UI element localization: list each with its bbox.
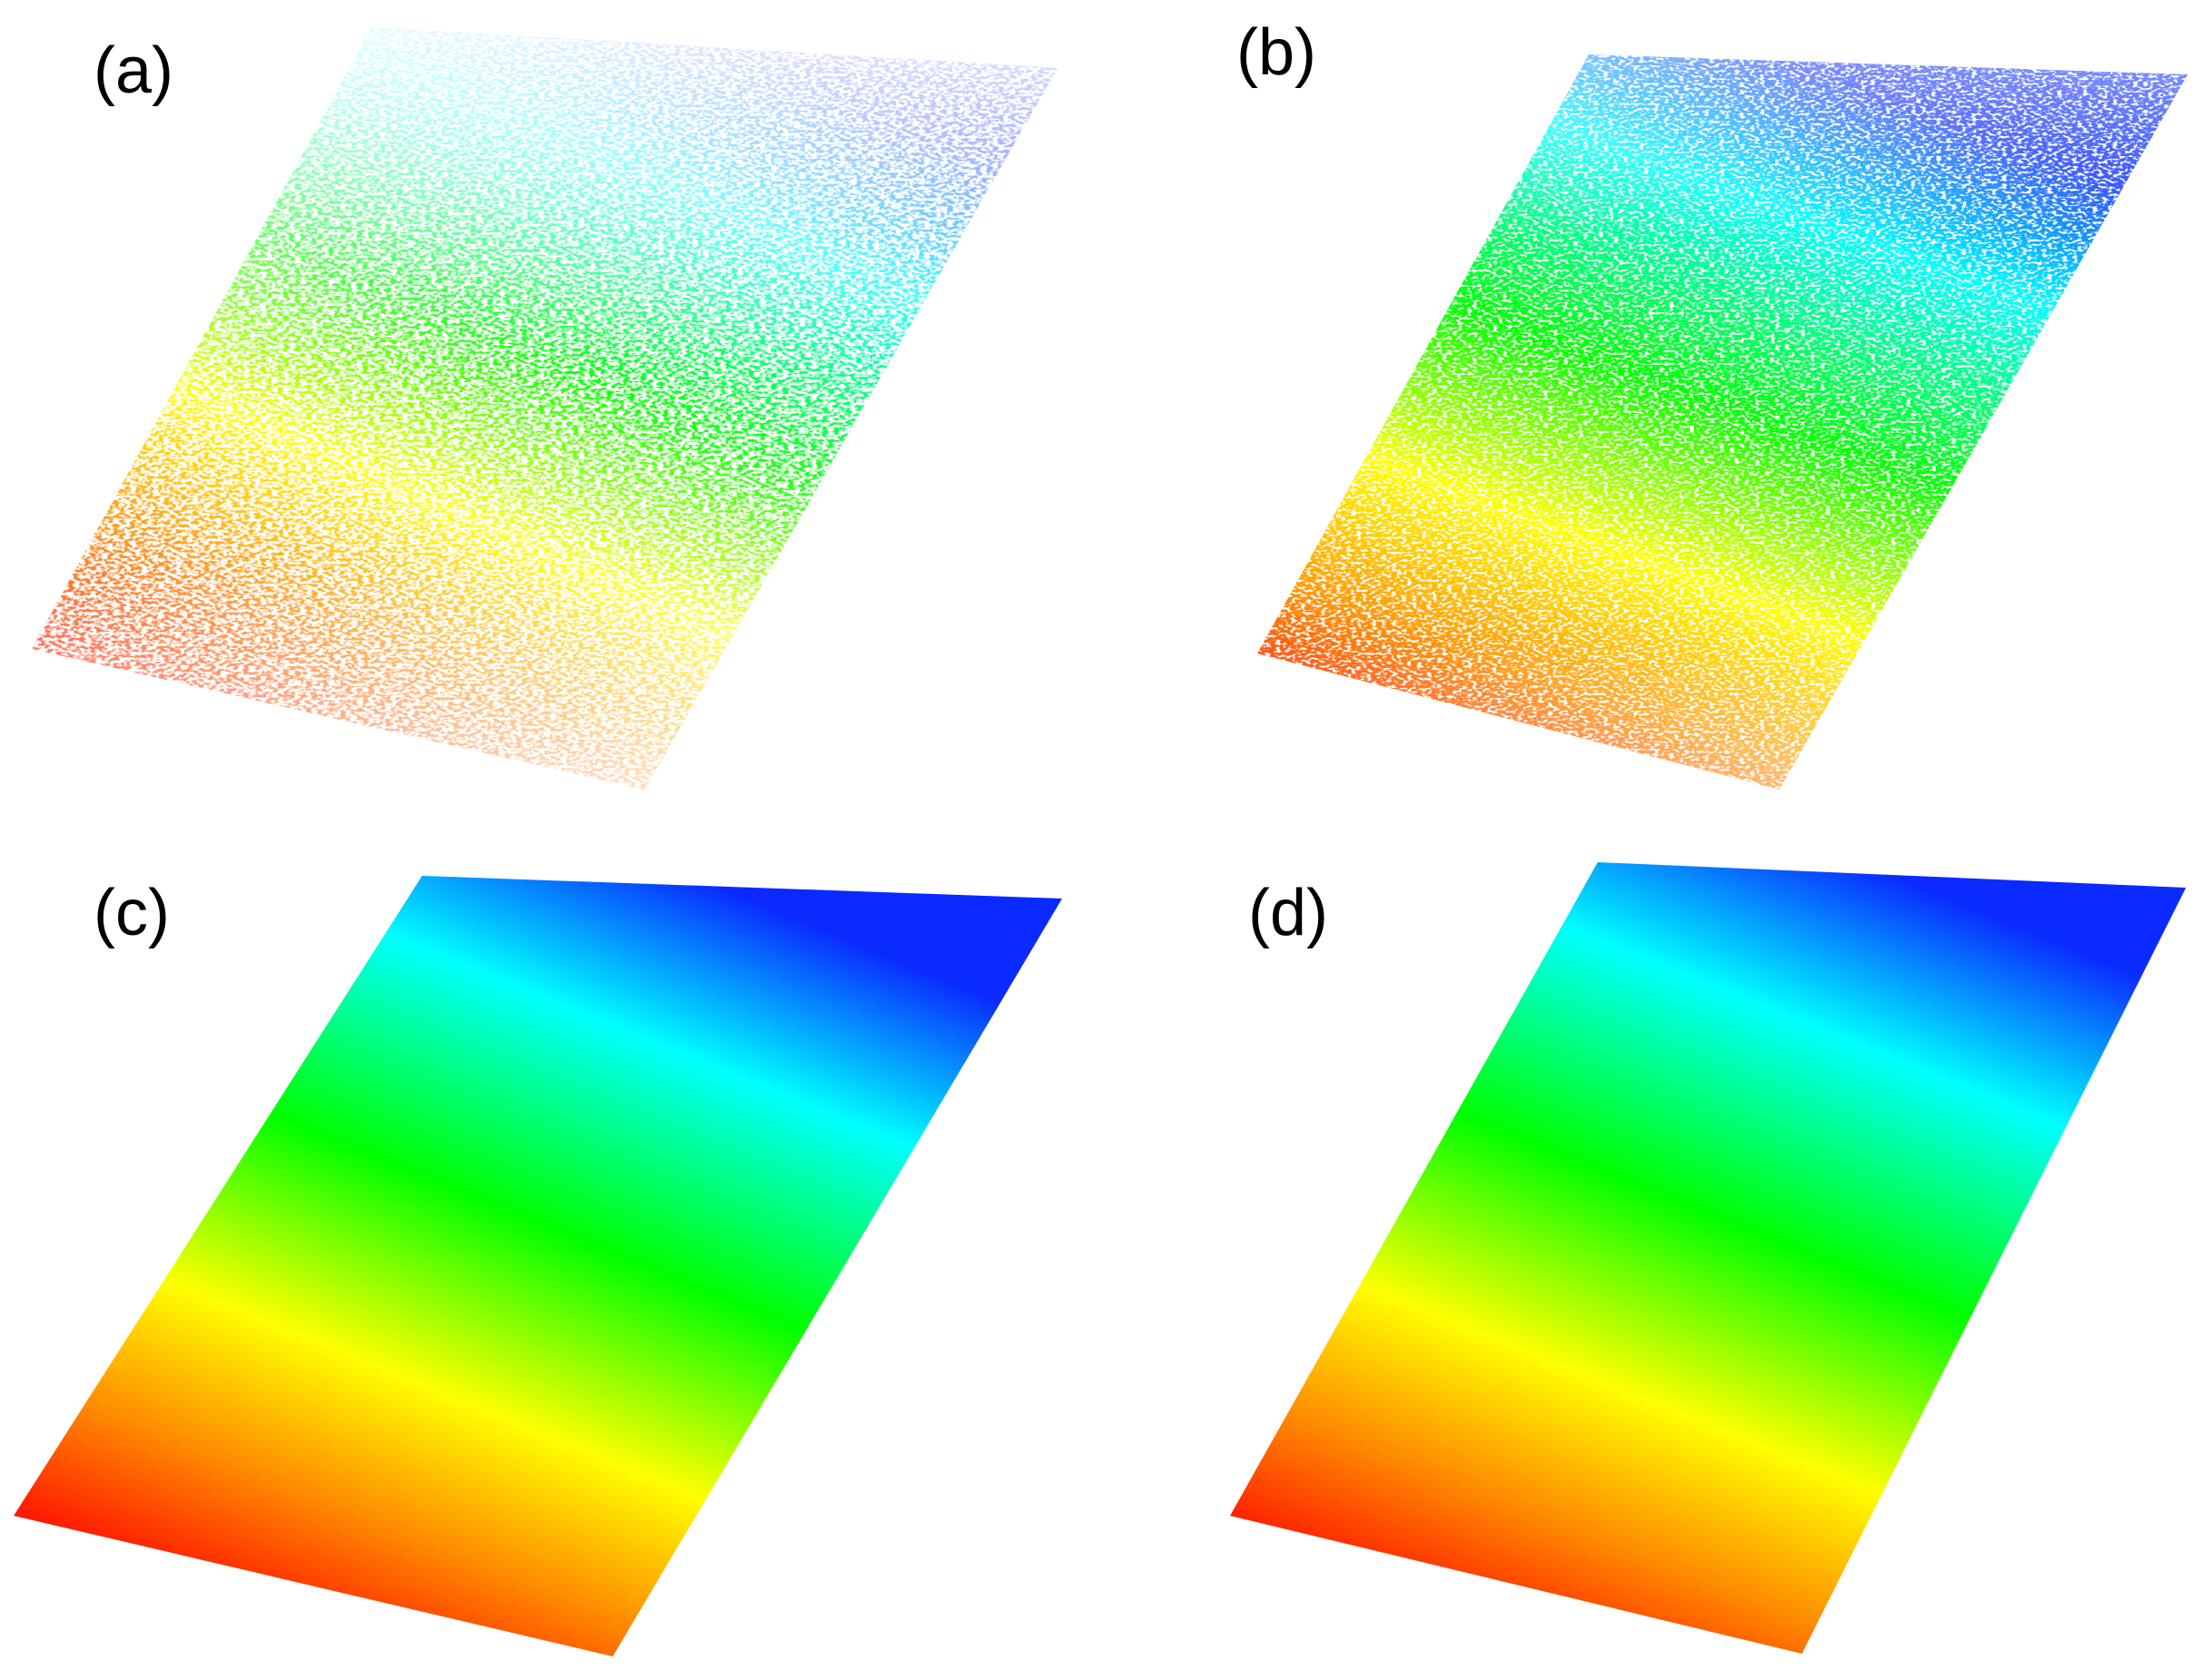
point-cloud-d: [1230, 862, 2186, 1654]
panel-d: (d): [1230, 862, 2186, 1654]
panel-label-b: (b): [1236, 16, 1316, 89]
panel-b: (b): [1236, 16, 2188, 790]
point-cloud-c: [14, 876, 1062, 1656]
panel-label-a: (a): [94, 34, 173, 107]
panel-c: (c): [14, 876, 1062, 1656]
panel-label-c: (c): [94, 877, 170, 949]
point-cloud-b-sparsity: [1257, 54, 2188, 790]
panel-a: (a): [32, 27, 1058, 790]
point-cloud-a-sparsity: [32, 27, 1058, 790]
panel-label-d: (d): [1248, 877, 1328, 949]
